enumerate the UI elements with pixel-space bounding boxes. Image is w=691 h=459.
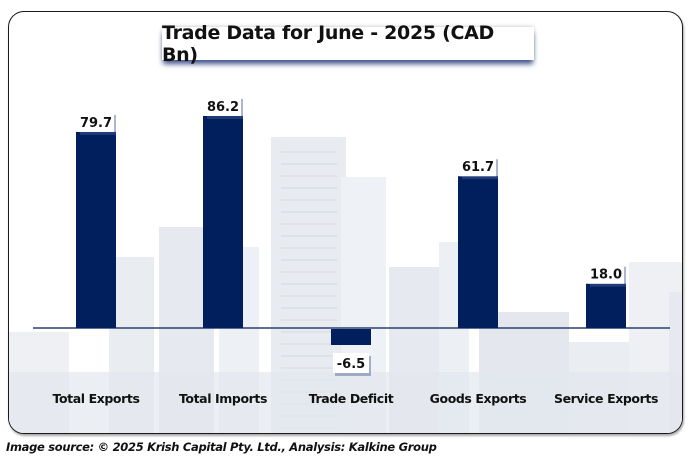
x-tick-label: Total Imports [179,391,267,406]
x-tick-label: Total Exports [52,391,139,406]
skyline-ground [9,372,682,433]
data-label-box [78,111,114,132]
chart-title-box: Trade Data for June - 2025 (CAD Bn) [162,22,534,66]
data-label: 79.7 [80,116,112,131]
bar [458,176,498,328]
data-label: 61.7 [462,160,494,175]
data-label: 86.2 [207,100,239,115]
data-label-box [460,156,496,177]
x-tick-label: Service Exports [554,391,658,406]
data-label-box [588,263,624,284]
data-label: 18.0 [590,268,622,283]
x-tick-label: Trade Deficit [309,391,394,406]
data-label-box [205,95,241,116]
bar [586,283,626,328]
chart-title: Trade Data for June - 2025 (CAD Bn) [162,21,495,66]
bar [203,115,243,328]
x-tick-label: Goods Exports [430,391,527,406]
bar [76,131,116,328]
bar-chart: 79.7 Total Exports 86.2 Total Imports -6.5 Tr… [33,95,670,406]
image-source-caption: Image source: © 2025 Krish Capital Pty. … [6,440,437,454]
data-label: -6.5 [337,357,365,372]
bar [331,329,371,345]
data-label-box [333,352,369,373]
